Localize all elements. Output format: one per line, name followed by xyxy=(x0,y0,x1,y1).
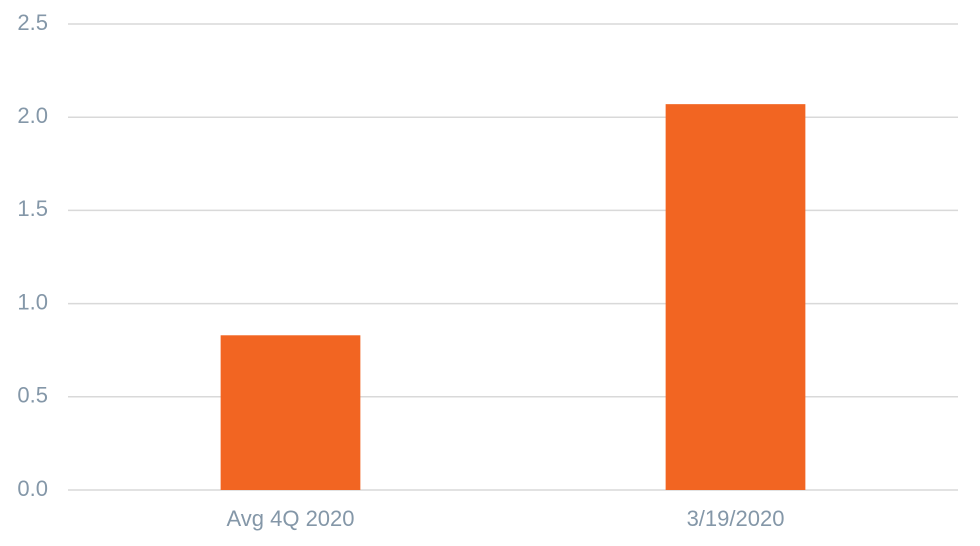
y-tick-label: 0.0 xyxy=(17,476,48,501)
y-tick-label: 2.0 xyxy=(17,103,48,128)
y-tick-label: 1.5 xyxy=(17,196,48,221)
x-tick-label: 3/19/2020 xyxy=(687,506,785,531)
y-tick-label: 2.5 xyxy=(17,10,48,35)
bar xyxy=(220,335,361,490)
x-tick-label: Avg 4Q 2020 xyxy=(226,506,354,531)
y-tick-label: 1.0 xyxy=(17,289,48,314)
y-tick-label: 0.5 xyxy=(17,383,48,408)
bar xyxy=(665,104,806,490)
